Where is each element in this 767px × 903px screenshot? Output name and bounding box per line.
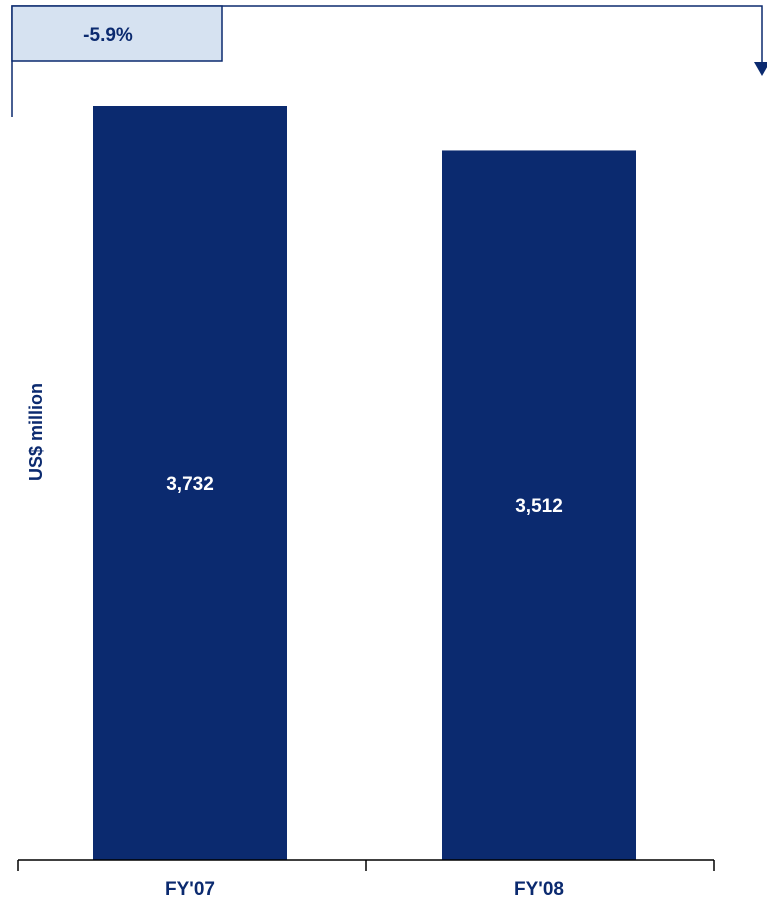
y-axis-label: US$ million bbox=[26, 383, 46, 481]
x-tick-label-fy08: FY'08 bbox=[514, 879, 564, 900]
change-arrowhead bbox=[754, 62, 767, 76]
change-label: -5.9% bbox=[83, 25, 133, 46]
change-box bbox=[11, 5, 223, 62]
bar-fy07 bbox=[93, 106, 287, 860]
x-tick-label-fy07: FY'07 bbox=[165, 879, 215, 900]
bar-value-label-fy07: 3,732 bbox=[166, 474, 214, 495]
bar-value-label-fy08: 3,512 bbox=[515, 496, 563, 517]
bar-fy08 bbox=[442, 150, 636, 861]
